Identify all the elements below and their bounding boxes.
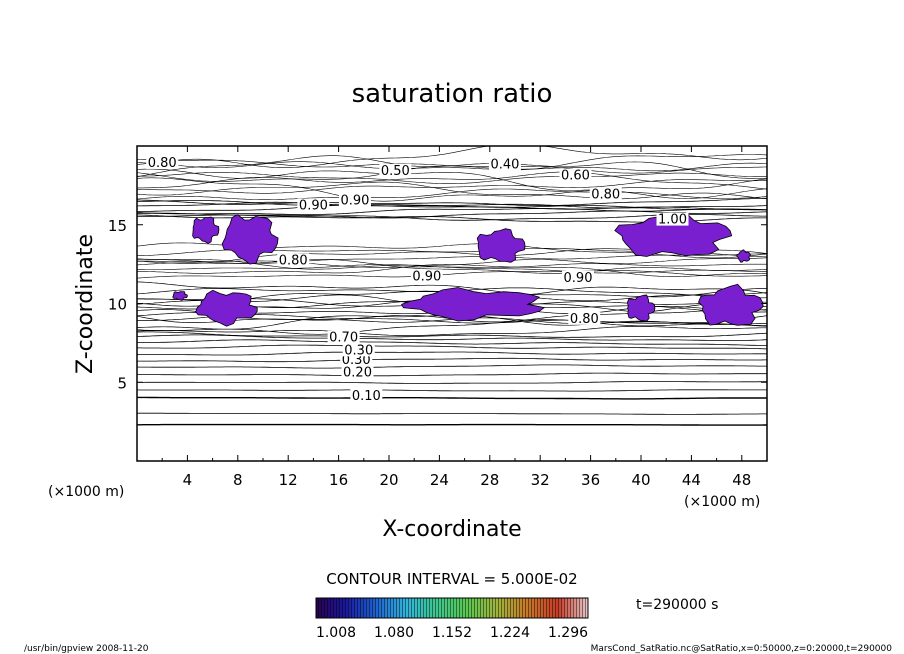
colorbar-tick-label: 1.080 (374, 625, 414, 641)
contour-label: 0.50 (381, 164, 410, 179)
contour-label: 0.10 (352, 389, 381, 404)
contour-label-bg (656, 212, 689, 226)
x-tick-label: 44 (682, 471, 701, 489)
footer-right: MarsCond_SatRatio.nc@SatRatio,x=0:50000,… (591, 644, 893, 654)
x-tick-label: 36 (581, 471, 600, 489)
supersaturated-region (401, 287, 546, 322)
footer-left: /usr/bin/gpview 2008-11-20 (24, 644, 149, 654)
contour-labels: 0.100.200.300.300.700.800.90 0.900.800.80… (146, 155, 689, 404)
contour-label: 0.70 (329, 331, 358, 346)
contour-label-bg (327, 330, 360, 344)
contour-label: 0.20 (343, 365, 372, 380)
contour-label-bg (379, 163, 412, 177)
contour-label-bg (410, 269, 443, 283)
x-unit-label-right: (×1000 m) (684, 494, 760, 510)
y-tick-label: 10 (108, 296, 127, 314)
x-tick-label: 20 (379, 471, 398, 489)
contour-label: 0.80 (570, 312, 599, 327)
x-axis-ticks: 4 8 12 16 20 24 28 32 36 40 44 48 (161, 146, 768, 489)
colorbar-tick-label: 1.152 (432, 625, 472, 641)
contour-label-bg (277, 253, 310, 267)
supersaturated-region (476, 228, 526, 263)
x-tick-label: 8 (233, 471, 243, 489)
x-tick-label: 40 (631, 471, 650, 489)
plot-area: 0.100.200.300.300.700.800.90 0.900.800.80… (108, 145, 768, 489)
colorbar-frame (315, 597, 589, 619)
x-tick-label: 24 (430, 471, 449, 489)
contour-interval-label: CONTOUR INTERVAL = 5.000E-02 (326, 570, 577, 588)
supersaturated-regions (172, 212, 764, 327)
supersaturated-region (698, 283, 764, 326)
contour-label-bg (568, 311, 601, 325)
y-axis-label: Z-coordinate (73, 234, 98, 374)
contour-label-bg (342, 343, 375, 357)
contour-label: 1.00 (658, 213, 687, 228)
supersaturated-region (626, 294, 656, 322)
contour-label: 0.90 (412, 269, 441, 284)
contour-label: 0.80 (591, 187, 620, 202)
contour-label-bg (338, 193, 371, 207)
contour-label-bg (350, 389, 383, 402)
x-tick-label: 48 (732, 471, 751, 489)
colorbar-tick-label: 1.296 (548, 625, 588, 641)
supersaturated-region (221, 214, 279, 265)
colorbar-tick-label: 1.008 (316, 625, 356, 641)
contour-label: 0.60 (561, 169, 590, 184)
y-tick-label: 5 (117, 374, 127, 392)
y-axis-ticks: 5 10 15 (108, 217, 767, 392)
contour-label: 0.80 (148, 156, 177, 171)
contour-label-bg (341, 365, 374, 379)
colorbar-tick-label: 1.224 (490, 625, 530, 641)
x-tick-label: 28 (480, 471, 499, 489)
contour-label-bg (488, 157, 521, 171)
contour-label: 0.90 (299, 198, 328, 213)
contour-label-bg (559, 168, 592, 182)
contour-label: 0.30 (342, 353, 371, 368)
contour-label-bg (146, 155, 179, 169)
colorbar-ticks: 1.008 1.080 1.152 1.224 1.296 (316, 625, 588, 641)
x-tick-label: 16 (329, 471, 348, 489)
contour-label: 0.40 (490, 157, 519, 172)
supersaturated-region (192, 216, 220, 244)
contour-label: 0.90 (564, 271, 593, 286)
time-label: t=290000 s (636, 597, 718, 613)
supersaturated-region (736, 249, 751, 263)
x-tick-label: 32 (531, 471, 550, 489)
supersaturated-region (614, 212, 733, 257)
y-tick-label: 15 (108, 217, 127, 235)
contour-label: 0.30 (344, 343, 373, 358)
x-tick-label: 4 (183, 471, 193, 489)
contour-label-bg (562, 270, 594, 284)
contour-label-bg (589, 187, 622, 201)
supersaturated-region (172, 291, 188, 301)
contour-label-bg (297, 198, 330, 212)
x-unit-label-left: (×1000 m) (48, 484, 124, 500)
supersaturated-region (195, 289, 258, 327)
x-axis-label: X-coordinate (382, 517, 521, 542)
contour-label: 0.90 (341, 194, 370, 209)
contour-label: 0.80 (279, 254, 308, 269)
chart-title: saturation ratio (352, 79, 553, 109)
colorbar-stripes (316, 598, 588, 618)
x-tick-label: 12 (279, 471, 298, 489)
colorbar: 1.008 1.080 1.152 1.224 1.296 (315, 597, 589, 641)
